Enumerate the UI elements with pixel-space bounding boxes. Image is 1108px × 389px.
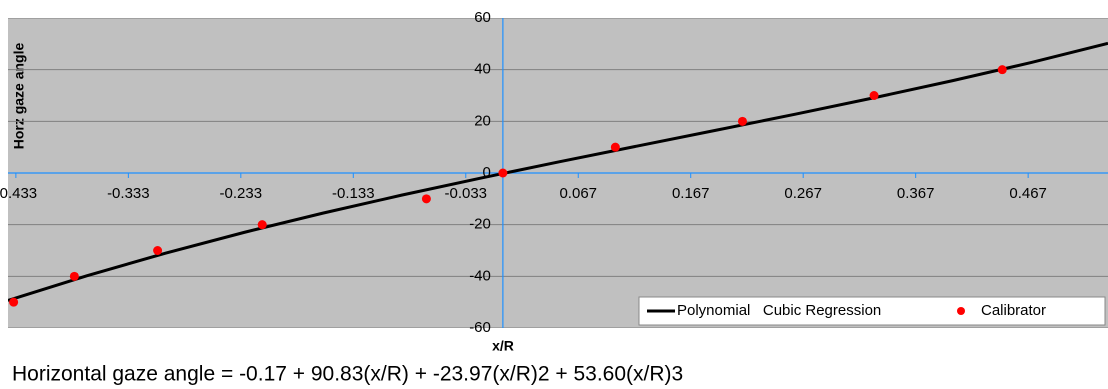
- y-tick-label: 60: [474, 9, 491, 26]
- calibrator-point: [997, 65, 1007, 75]
- y-tick-label: 20: [474, 112, 491, 129]
- y-tick-label: -20: [469, 216, 491, 233]
- y-tick-label: 40: [474, 61, 491, 78]
- x-tick-label: -0.133: [332, 185, 375, 202]
- calibrator-point: [869, 91, 879, 100]
- legend-label: Calibrator: [981, 302, 1046, 319]
- x-tick-label: 0.267: [784, 185, 822, 202]
- y-axis-title: Horz gaze angle: [11, 43, 27, 150]
- calibrator-point: [421, 194, 431, 204]
- y-tick-label: -60: [469, 319, 491, 336]
- x-tick-label: -0.433: [0, 185, 37, 202]
- x-tick-label: 0.467: [1009, 185, 1047, 202]
- legend-label: Polynomial Cubic Regression: [677, 302, 881, 319]
- x-tick-label: 0.167: [672, 185, 710, 202]
- calibrator-point: [153, 246, 163, 255]
- legend-swatch: [957, 307, 965, 315]
- regression-line: [8, 41, 1108, 302]
- x-tick-label: -0.333: [107, 185, 150, 202]
- calibrator-point: [737, 116, 747, 126]
- x-axis-title: x/R: [492, 338, 514, 354]
- calibrator-point: [69, 271, 79, 281]
- y-tick-label: -40: [469, 267, 491, 284]
- equation: Horizontal gaze angle = -0.17 + 90.83(x/…: [12, 363, 683, 386]
- y-tick-label: 0: [483, 164, 491, 181]
- calibrator-point: [610, 142, 620, 152]
- x-tick-label: 0.067: [559, 185, 597, 202]
- calibrator-point: [9, 297, 19, 307]
- x-tick-label: -0.233: [220, 185, 263, 202]
- calibrator-point: [257, 220, 267, 230]
- calibrator-point: [498, 168, 508, 178]
- legend-box: [638, 296, 1106, 326]
- x-tick-label: 0.367: [897, 185, 935, 202]
- x-tick-label: -0.033: [444, 185, 487, 202]
